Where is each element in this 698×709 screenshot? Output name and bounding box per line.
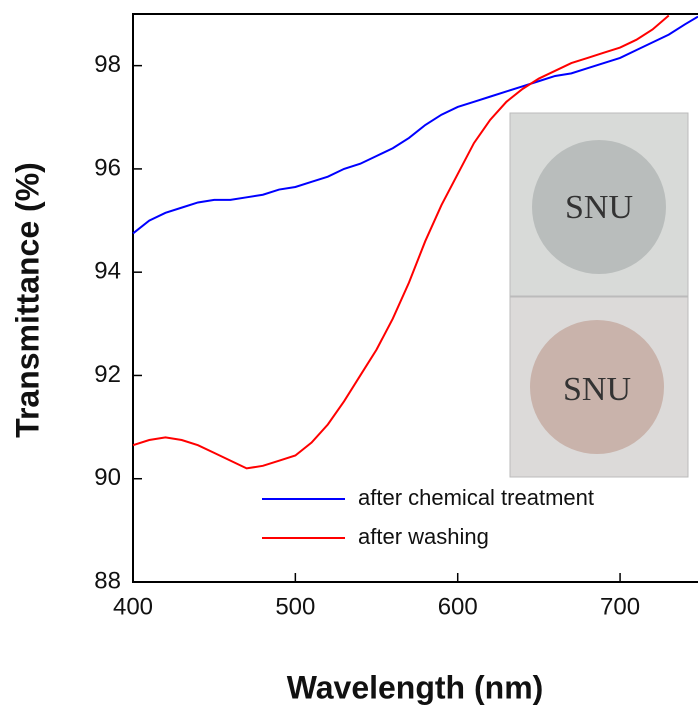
y-tick-label: 92	[94, 361, 121, 388]
x-axis-title: Wavelength (nm)	[287, 669, 544, 705]
inset-photo: SNU SNU	[509, 112, 689, 478]
inset-label: SNU	[565, 189, 633, 226]
y-tick-label: 88	[94, 567, 121, 594]
y-tick-label: 98	[94, 51, 121, 78]
sample-top	[532, 140, 666, 274]
x-tick-label: 400	[113, 593, 153, 620]
x-tick-label: 500	[275, 593, 315, 620]
series-line	[132, 15, 698, 235]
y-axis-title: Transmittance (%)	[9, 162, 45, 438]
y-tick-label: 96	[94, 154, 121, 181]
y-tick-label: 90	[94, 464, 121, 491]
inset-label: SNU	[563, 371, 631, 408]
legend-label: after washing	[358, 524, 489, 549]
sample-bottom	[530, 320, 664, 454]
series-line	[132, 14, 670, 470]
y-tick-label: 94	[94, 258, 121, 285]
axis-frame	[132, 13, 698, 583]
legend-label: after chemical treatment	[358, 485, 594, 510]
x-tick-label: 700	[600, 593, 640, 620]
x-tick-label: 600	[438, 593, 478, 620]
